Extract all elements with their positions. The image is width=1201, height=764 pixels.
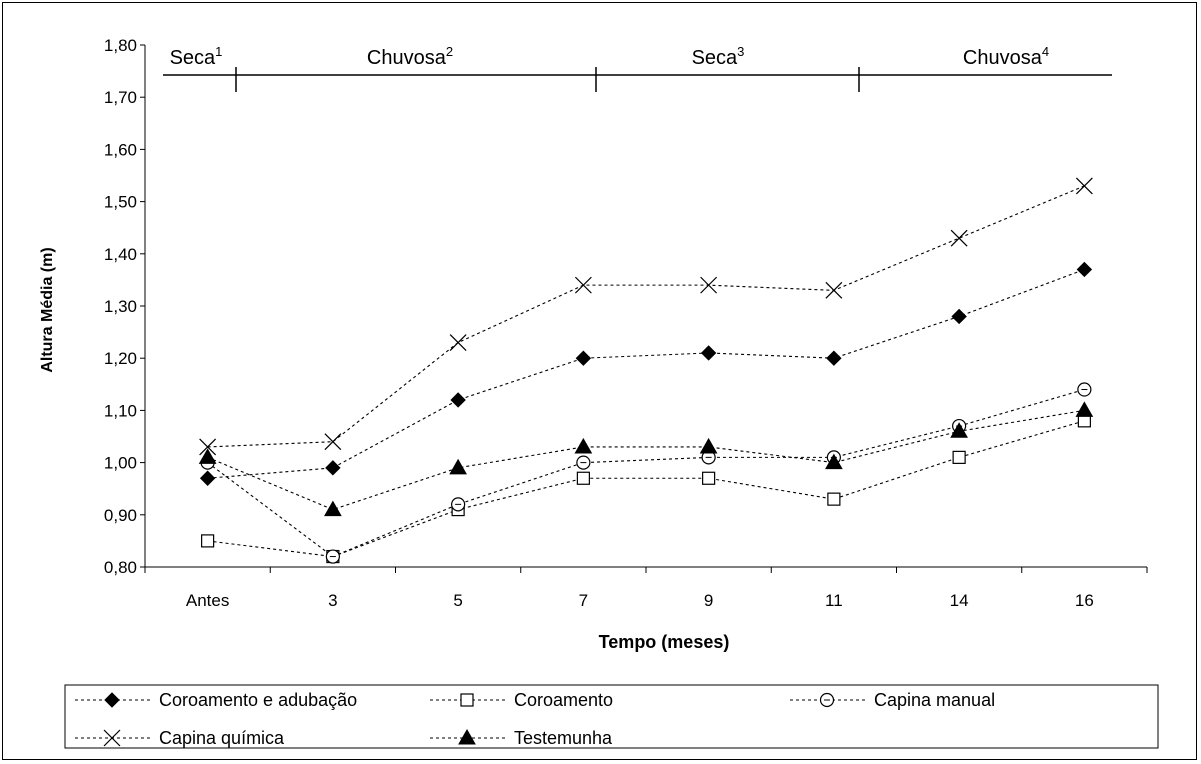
legend-marker-stroke-b — [103, 729, 121, 747]
legend: Coroamento e adubação Coroamento Capina ma… — [75, 690, 995, 748]
data-point-stroke-b — [950, 229, 968, 247]
data-point — [576, 471, 590, 485]
y-tick-label: 1,70 — [104, 88, 137, 107]
period-label: Chuvosa4 — [963, 44, 1049, 69]
legend-item: Capina química — [75, 728, 285, 748]
y-tick-label: 1,30 — [104, 297, 137, 316]
data-point — [700, 276, 718, 294]
legend-marker — [458, 728, 476, 745]
period-bar: Seca1 Chuvosa2 Seca3 Chuvosa4 — [163, 44, 1112, 92]
x-axis-label: Tempo (meses) — [599, 632, 730, 652]
data-point-stroke-b — [1075, 177, 1093, 195]
data-point — [198, 448, 217, 464]
data-point — [1075, 177, 1093, 195]
y-tick-label: 1,00 — [104, 454, 137, 473]
x-tick-label: 14 — [950, 591, 969, 610]
legend-item: Coroamento — [430, 690, 613, 710]
data-point — [951, 308, 967, 325]
x-tick-label: 3 — [328, 591, 337, 610]
data-point — [574, 437, 593, 454]
x-tick-label: Antes — [186, 591, 229, 610]
data-point — [199, 470, 216, 486]
data-point-stroke-b — [825, 281, 843, 299]
legend-marker — [819, 692, 835, 708]
data-point-stroke-b — [324, 433, 342, 451]
data-point — [825, 281, 843, 299]
period-label: Seca3 — [692, 44, 745, 69]
y-tick-label: 1,10 — [104, 401, 137, 420]
legend-label: Capina manual — [874, 690, 995, 710]
data-point — [1077, 382, 1092, 397]
data-point — [950, 229, 968, 247]
legend-label: Capina química — [159, 728, 285, 748]
data-point-stroke-b — [574, 276, 592, 294]
x-tick-label: 9 — [704, 591, 713, 610]
data-point — [324, 500, 342, 517]
x-tick-label: 16 — [1075, 591, 1094, 610]
y-axis-label: Altura Média (m) — [39, 247, 56, 372]
period-label: Chuvosa2 — [367, 44, 453, 69]
y-tick-label: 1,60 — [104, 140, 137, 159]
data-point — [325, 460, 341, 476]
data-point — [575, 350, 592, 366]
legend-marker — [460, 693, 474, 707]
data-point — [576, 455, 591, 470]
data-point — [199, 438, 217, 456]
data-point — [825, 453, 843, 470]
legend-label: Coroamento e adubação — [159, 690, 357, 710]
data-point — [201, 534, 215, 548]
data-point — [827, 492, 841, 506]
series-line — [207, 388, 1085, 558]
data-point — [826, 350, 842, 366]
data-point — [1076, 261, 1093, 278]
legend-item: Capina manual — [790, 690, 995, 710]
data-point — [451, 497, 466, 512]
data-point-stroke-b — [199, 438, 217, 456]
data-point — [450, 392, 466, 408]
y-ticks: 0,80 0,90 1,00 1,10 1,20 1,30 1,40 1,50 1,60 1,70… — [104, 36, 145, 577]
series-line — [207, 185, 1085, 448]
data-point — [449, 458, 467, 475]
x-tick-label: 7 — [579, 591, 588, 610]
y-tick-label: 1,50 — [104, 193, 137, 212]
data-point — [574, 276, 592, 294]
series-line — [207, 420, 1085, 558]
period-label: Seca1 — [170, 44, 223, 69]
y-tick-label: 1,80 — [104, 36, 137, 55]
y-tick-label: 1,40 — [104, 245, 137, 264]
legend-label: Testemunha — [514, 728, 613, 748]
data-point — [699, 437, 718, 454]
x-tick-label: 11 — [825, 591, 843, 610]
legend-box — [64, 684, 1159, 749]
series-1 — [199, 261, 1093, 486]
y-tick-label: 1,20 — [104, 349, 137, 368]
x-ticks: Antes 3 5 7 9 11 14 16 — [144, 567, 1148, 610]
legend-marker — [104, 692, 120, 708]
data-point — [1075, 401, 1094, 417]
data-point-stroke-b — [700, 276, 718, 294]
legend-marker — [103, 729, 121, 747]
data-point — [950, 422, 968, 438]
series-line — [207, 268, 1085, 479]
data-point — [700, 345, 717, 361]
legend-label: Coroamento — [514, 690, 613, 710]
y-tick-label: 0,80 — [104, 558, 137, 577]
data-point — [449, 334, 467, 351]
series-4 — [199, 177, 1093, 456]
y-tick-label: 0,90 — [104, 506, 137, 525]
series-group — [198, 177, 1094, 564]
data-point — [324, 433, 342, 451]
data-point — [952, 450, 966, 464]
legend-item: Coroamento e adubação — [75, 690, 357, 710]
data-point — [702, 471, 716, 485]
series-5 — [198, 401, 1094, 517]
legend-item: Testemunha — [430, 728, 613, 748]
data-point-stroke-b — [449, 334, 467, 351]
x-tick-label: 5 — [453, 591, 462, 610]
axes — [144, 45, 1147, 568]
data-point — [325, 549, 340, 564]
series-line — [207, 409, 1085, 511]
